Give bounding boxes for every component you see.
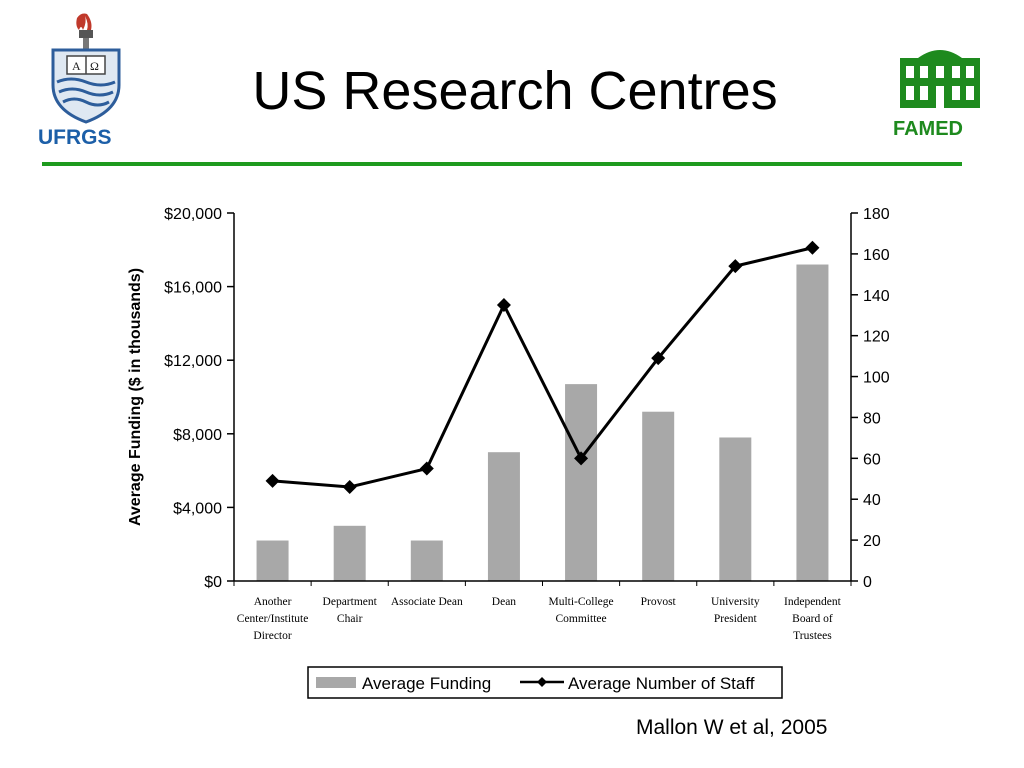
funding-bar <box>333 525 366 581</box>
staff-point <box>342 479 357 494</box>
funding-bar <box>410 540 443 581</box>
svg-text:A: A <box>72 59 81 73</box>
funding-bar <box>796 264 829 581</box>
y-tick-label: $8,000 <box>173 427 222 444</box>
famed-logo-text: FAMED <box>893 118 963 140</box>
y2-tick-label: 120 <box>863 329 890 346</box>
y2-tick-label: 0 <box>863 574 872 591</box>
staff-point <box>805 240 820 255</box>
ufrgs-logo-text: UFRGS <box>38 126 112 149</box>
legend-funding-swatch <box>316 677 356 688</box>
y-tick-label: $12,000 <box>164 353 222 370</box>
x-tick-label: University <box>711 596 760 608</box>
y2-tick-label: 140 <box>863 288 890 305</box>
funding-bar <box>642 411 675 581</box>
x-tick-label: President <box>714 613 758 625</box>
y2-tick-label: 180 <box>863 206 890 223</box>
svg-text:Ω: Ω <box>90 59 99 73</box>
x-tick-label: Center/Institute <box>237 613 309 625</box>
staff-point <box>651 351 666 366</box>
staff-line <box>272 246 813 489</box>
y-tick-label: $0 <box>204 574 222 591</box>
faculty-building-icon <box>900 50 980 108</box>
staff-point <box>728 259 743 274</box>
university-crest-icon: A Ω <box>51 13 121 124</box>
title-divider <box>42 162 962 166</box>
y2-tick-label: 80 <box>863 410 881 427</box>
staff-point <box>496 298 511 312</box>
x-tick-label: Director <box>253 630 291 642</box>
famed-logo <box>890 40 990 150</box>
x-tick-label: Multi-College <box>548 596 613 608</box>
y-axis-title: Average Funding ($ in thousands) <box>127 268 144 526</box>
funding-bar <box>487 452 520 581</box>
funding-bar <box>565 384 598 581</box>
y2-tick-label: 100 <box>863 370 890 387</box>
citation: Mallon W et al, 2005 <box>636 716 828 739</box>
x-tick-label: Department <box>323 596 378 608</box>
funding-bar <box>256 540 289 581</box>
x-tick-label: Board of <box>792 613 833 625</box>
slide-title: US Research Centres <box>252 61 778 121</box>
x-tick-label: Trustees <box>793 630 832 642</box>
y-tick-label: $4,000 <box>173 500 222 517</box>
staff-point <box>265 473 280 488</box>
funding-bar <box>719 437 752 581</box>
ufrgs-logo: A Ω <box>35 10 135 160</box>
y-tick-label: $20,000 <box>164 206 222 223</box>
legend-staff-marker <box>537 677 547 687</box>
x-tick-label: Associate Dean <box>391 596 463 608</box>
funding-staff-chart: $0 $4,000 $8,000 $12,000 $16,000 $20,000 0 20 40… <box>127 206 910 699</box>
y2-tick-label: 20 <box>863 533 881 550</box>
x-tick-label: Another <box>254 596 292 608</box>
legend-funding-label: Average Funding <box>362 674 491 693</box>
x-tick-label: Committee <box>556 613 607 625</box>
y2-axis-title: Average Number of Staff <box>909 263 910 451</box>
staff-point <box>574 451 589 466</box>
x-tick-label: Chair <box>337 613 363 625</box>
y2-tick-label: 40 <box>863 492 881 509</box>
x-tick-label: Provost <box>641 596 677 608</box>
x-tick-label: Independent <box>784 596 842 608</box>
y-tick-label: $16,000 <box>164 280 222 297</box>
legend-staff-label: Average Number of Staff <box>568 674 755 693</box>
staff-point <box>419 461 434 476</box>
y2-tick-label: 60 <box>863 451 881 468</box>
x-tick-label: Dean <box>492 596 517 608</box>
y2-tick-label: 160 <box>863 247 890 264</box>
